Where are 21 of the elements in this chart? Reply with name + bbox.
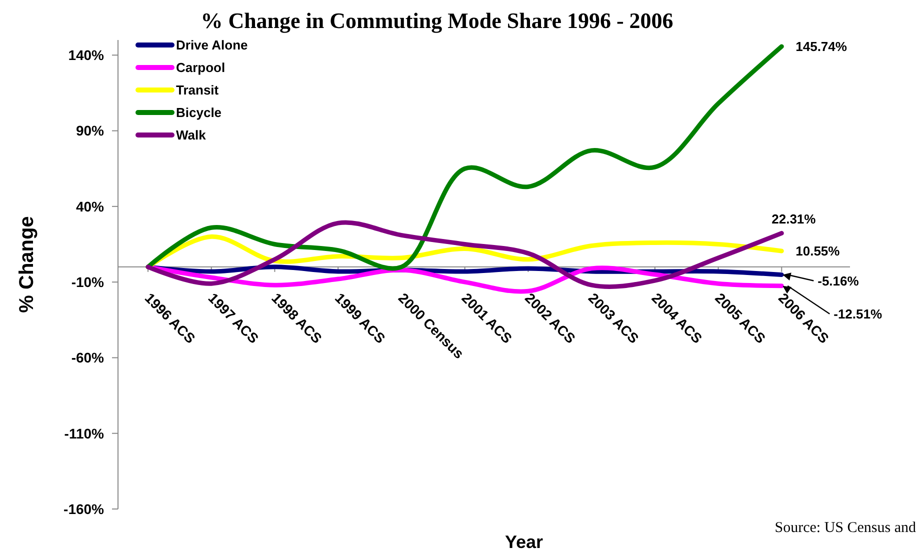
y-tick-label: 90% [76,122,105,139]
source-note: Source: US Census and [774,520,916,536]
data-label: 10.55% [796,244,840,259]
y-tick-label: -160% [64,500,105,517]
data-label: 22.31% [772,212,816,227]
chart-title: % Change in Commuting Mode Share 1996 - 2006 [200,8,674,33]
legend-label: Transit [176,82,220,98]
y-tick-label: -10% [71,274,105,290]
data-label: 145.74% [796,38,848,54]
y-tick-label: 40% [76,198,105,214]
y-axis-title: % Change [16,216,38,313]
legend-label: Drive Alone [176,38,248,53]
y-tick-label: 140% [68,47,105,64]
x-axis-title: Year [504,532,544,552]
y-tick-label: -60% [71,350,105,366]
legend-label: Walk [176,128,207,143]
data-label: -5.16% [818,273,860,288]
legend-label: Bicycle [176,105,222,120]
data-label: -12.51% [834,306,882,322]
legend-label: Carpool [176,60,226,76]
y-tick-label: -110% [64,425,105,442]
